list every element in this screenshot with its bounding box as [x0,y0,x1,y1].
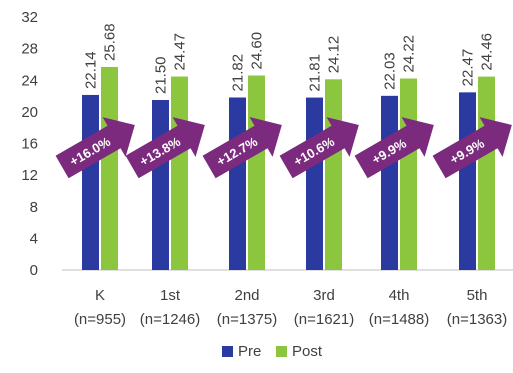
y-tick-label: 0 [30,262,38,279]
x-category-label: K [95,287,105,304]
legend-label-post: Post [292,343,323,360]
bar-pre [459,92,476,271]
x-category-sublabel: (n=1375) [217,311,277,328]
x-category-sublabel: (n=1246) [140,311,200,328]
change-arrow-shape [125,117,205,179]
bar-pre [152,100,169,270]
bar-pre [229,97,246,270]
x-category-sublabel: (n=1621) [294,311,354,328]
bar-pre [381,95,398,270]
change-arrow-shape [202,117,282,179]
bar-value-label: 24.46 [479,33,496,71]
x-category-label: 4th [389,287,410,304]
x-category-sublabel: (n=1488) [369,311,429,328]
bar-pre [82,94,99,270]
bar-post [478,76,495,270]
bar-value-label: 24.60 [249,32,266,70]
change-arrow-shape [354,117,434,179]
x-category-sublabel: (n=1363) [447,311,507,328]
bar-value-label: 21.50 [153,56,170,94]
bar-value-label: 22.03 [382,52,399,90]
bar-pre [306,97,323,270]
bar-value-label: 25.68 [102,23,119,61]
x-category-label: 2nd [234,287,259,304]
bar-post [248,75,265,270]
y-tick-label: 28 [21,41,38,58]
bar-value-label: 24.12 [326,36,343,74]
y-tick-label: 24 [21,72,38,89]
change-arrow-shape [432,117,512,179]
y-tick-label: 32 [21,9,38,26]
bar-value-label: 21.81 [307,54,324,92]
y-tick-label: 12 [21,167,38,184]
change-arrow-shape [55,117,135,179]
legend-label-pre: Pre [238,343,261,360]
legend-swatch-pre [222,346,233,357]
bar-value-label: 21.82 [230,54,247,92]
change-arrow-shape [279,117,359,179]
y-tick-label: 16 [21,136,38,153]
legend-swatch-post [276,346,287,357]
bar-value-label: 24.22 [401,35,418,73]
bar-value-label: 24.47 [172,33,189,71]
bar-post [101,66,118,270]
y-tick-label: 4 [30,230,38,247]
bar-value-label: 22.47 [460,49,477,87]
x-category-sublabel: (n=955) [74,311,126,328]
bar-post [171,76,188,271]
y-tick-label: 20 [21,104,38,121]
y-tick-label: 8 [30,199,38,216]
bar-post [400,78,417,271]
bar-value-label: 22.14 [83,51,100,89]
x-category-label: 3rd [313,287,335,304]
bar-post [325,79,342,271]
x-category-label: 5th [467,287,488,304]
x-category-label: 1st [160,287,181,304]
